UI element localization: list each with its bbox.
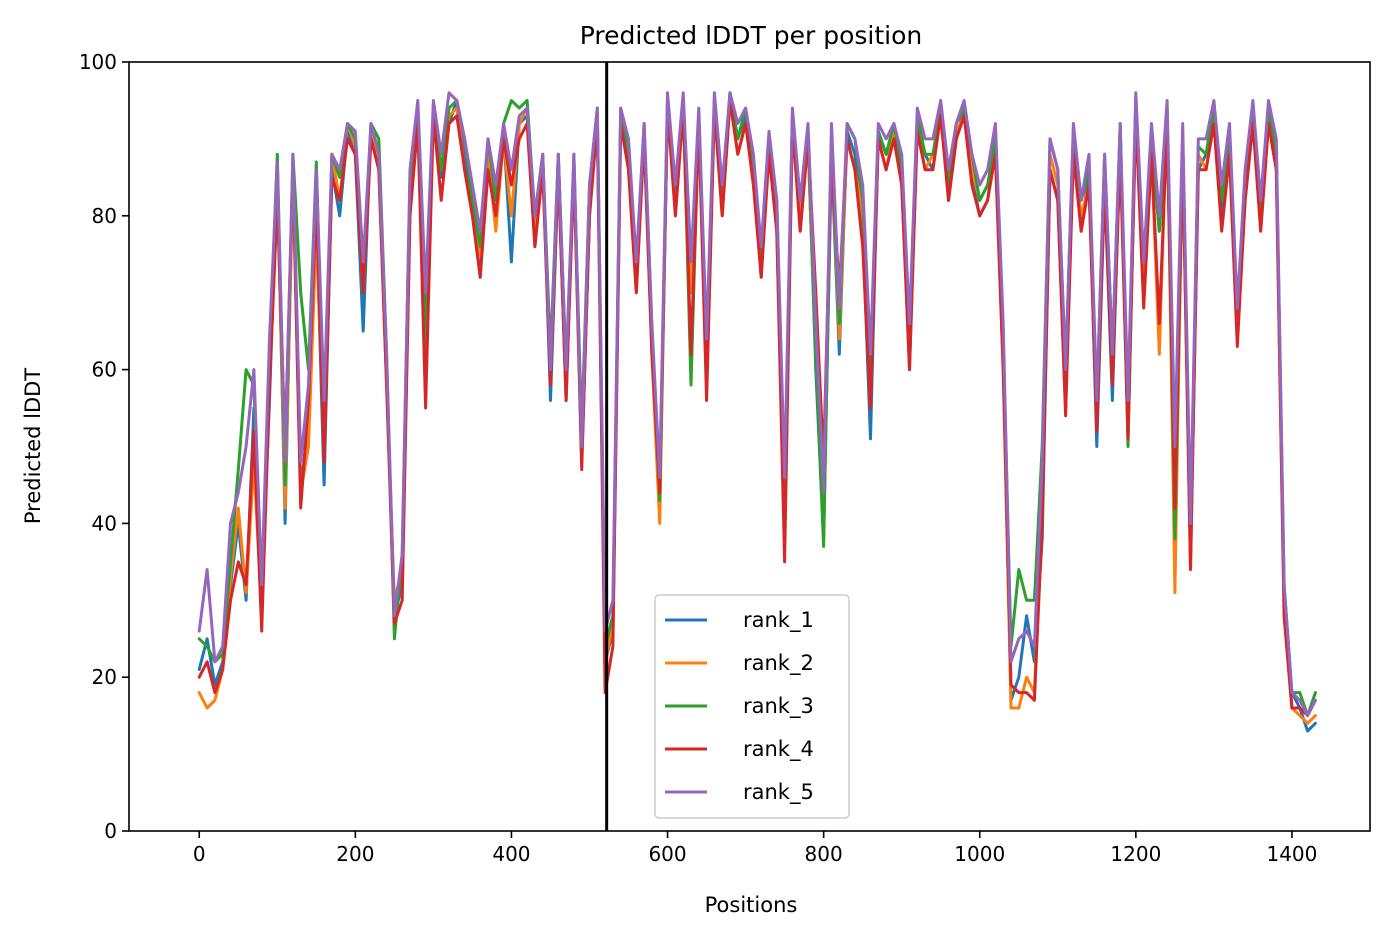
y-axis-ticks: 0 20 40 60 80 100	[79, 50, 129, 843]
series-layer	[197, 91, 1317, 733]
x-tick-label: 0	[193, 842, 206, 866]
x-axis-title: Positions	[705, 893, 798, 917]
x-tick-label: 600	[648, 842, 686, 866]
series-line-rank_5	[197, 91, 1317, 718]
legend-label-rank_5: rank_5	[743, 780, 814, 805]
y-axis-title: Predicted lDDT	[21, 368, 45, 524]
x-tick-label: 200	[336, 842, 374, 866]
legend-label-rank_2: rank_2	[743, 651, 814, 676]
x-tick-label: 1000	[954, 842, 1005, 866]
x-tick-label: 800	[805, 842, 843, 866]
chart-title: Predicted lDDT per position	[580, 21, 922, 50]
y-tick-label: 20	[92, 665, 117, 689]
legend: rank_1 rank_2 rank_3 rank_4 rank_5	[654, 594, 850, 819]
y-tick-label: 80	[92, 204, 117, 228]
y-tick-label: 0	[104, 819, 117, 843]
legend-label-rank_3: rank_3	[743, 694, 814, 719]
y-tick-label: 100	[79, 50, 117, 74]
y-tick-label: 60	[92, 358, 117, 382]
x-tick-label: 1200	[1110, 842, 1161, 866]
x-tick-label: 400	[492, 842, 530, 866]
legend-label-rank_1: rank_1	[743, 608, 814, 633]
axes-frame	[128, 61, 1371, 832]
x-tick-label: 1400	[1266, 842, 1317, 866]
x-axis-ticks: 0 200 400 600 800 1000 1200 1400	[193, 831, 1317, 866]
legend-label-rank_4: rank_4	[743, 737, 814, 762]
y-tick-label: 40	[92, 511, 117, 535]
legend-box	[654, 594, 850, 819]
